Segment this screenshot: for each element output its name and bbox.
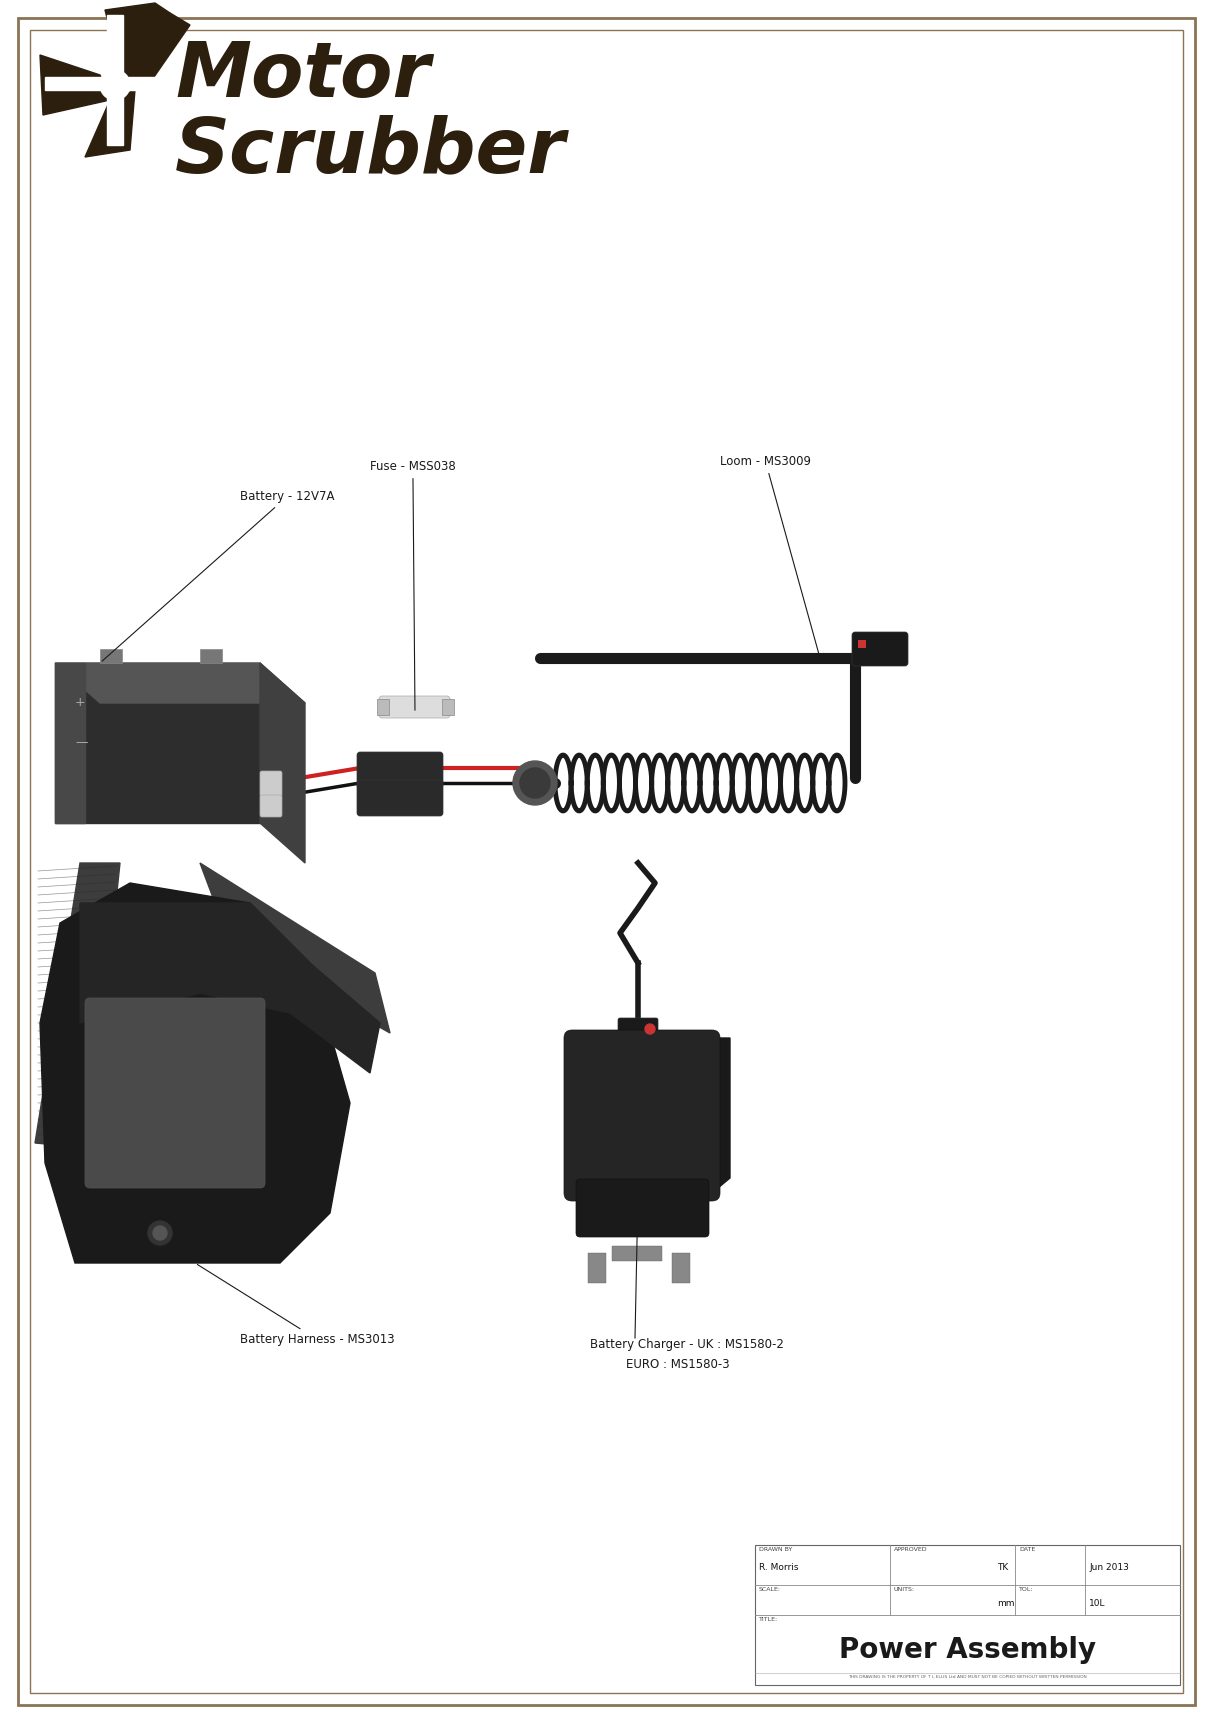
FancyBboxPatch shape	[852, 632, 909, 667]
Text: R. Morris: R. Morris	[759, 1563, 798, 1571]
Polygon shape	[200, 863, 391, 1034]
FancyBboxPatch shape	[672, 1253, 690, 1284]
FancyBboxPatch shape	[377, 700, 389, 715]
FancyBboxPatch shape	[357, 781, 443, 817]
Text: EURO : MS1580-3: EURO : MS1580-3	[626, 1358, 730, 1372]
FancyBboxPatch shape	[564, 1030, 721, 1201]
Polygon shape	[55, 663, 304, 703]
FancyBboxPatch shape	[260, 794, 281, 817]
FancyBboxPatch shape	[99, 650, 123, 663]
Text: Fuse - MSS038: Fuse - MSS038	[370, 460, 456, 710]
Polygon shape	[106, 3, 170, 71]
Polygon shape	[85, 90, 135, 157]
Text: THIS DRAWING IS THE PROPERTY OF T L ELLIS Ltd AND MUST NOT BE COPIED WITHOUT WRI: THIS DRAWING IS THE PROPERTY OF T L ELLI…	[848, 1675, 1087, 1678]
FancyBboxPatch shape	[576, 1179, 710, 1237]
Text: Battery Charger - UK : MS1580-2: Battery Charger - UK : MS1580-2	[590, 1339, 784, 1351]
Circle shape	[148, 1222, 172, 1246]
Polygon shape	[120, 14, 190, 90]
Polygon shape	[40, 882, 351, 1263]
Text: TK: TK	[997, 1563, 1008, 1571]
Text: Battery - 12V7A: Battery - 12V7A	[102, 489, 335, 662]
FancyBboxPatch shape	[260, 770, 281, 798]
FancyBboxPatch shape	[442, 700, 454, 715]
Polygon shape	[45, 78, 175, 90]
Text: ™: ™	[500, 165, 518, 183]
Circle shape	[99, 71, 130, 100]
Text: Jun 2013: Jun 2013	[1089, 1563, 1129, 1571]
Text: mm: mm	[997, 1599, 1014, 1608]
Circle shape	[513, 762, 557, 805]
Text: UNITS:: UNITS:	[894, 1587, 915, 1592]
Polygon shape	[55, 663, 85, 824]
FancyBboxPatch shape	[858, 639, 866, 648]
Polygon shape	[35, 863, 120, 1148]
Text: DATE: DATE	[1019, 1547, 1035, 1552]
Polygon shape	[40, 55, 110, 115]
Circle shape	[645, 1023, 655, 1034]
Text: DRAWN BY: DRAWN BY	[759, 1547, 792, 1552]
Text: TITLE:: TITLE:	[759, 1616, 778, 1621]
Circle shape	[520, 768, 549, 798]
FancyBboxPatch shape	[85, 998, 264, 1187]
FancyBboxPatch shape	[588, 1253, 606, 1284]
Text: APPROVED: APPROVED	[894, 1547, 928, 1552]
Circle shape	[153, 1227, 167, 1241]
Text: TOL:: TOL:	[1019, 1587, 1033, 1592]
Polygon shape	[80, 903, 380, 1073]
Text: Motor: Motor	[175, 40, 431, 114]
Text: Power Assembly: Power Assembly	[839, 1637, 1097, 1664]
Bar	[754, 1546, 1180, 1685]
Text: Battery Harness - MS3013: Battery Harness - MS3013	[198, 1265, 394, 1346]
FancyBboxPatch shape	[200, 650, 222, 663]
Polygon shape	[712, 1037, 730, 1192]
Text: —: —	[75, 736, 87, 750]
FancyBboxPatch shape	[613, 1246, 662, 1261]
Text: SCALE:: SCALE:	[759, 1587, 781, 1592]
Text: Scrubber: Scrubber	[175, 114, 566, 188]
FancyBboxPatch shape	[357, 751, 443, 787]
Text: Loom - MS3009: Loom - MS3009	[721, 455, 819, 655]
FancyBboxPatch shape	[617, 1018, 657, 1041]
Polygon shape	[107, 16, 123, 145]
Polygon shape	[55, 663, 260, 824]
FancyBboxPatch shape	[378, 696, 450, 718]
Text: +: +	[75, 696, 86, 710]
Text: 10L: 10L	[1089, 1599, 1105, 1608]
Polygon shape	[260, 663, 304, 863]
